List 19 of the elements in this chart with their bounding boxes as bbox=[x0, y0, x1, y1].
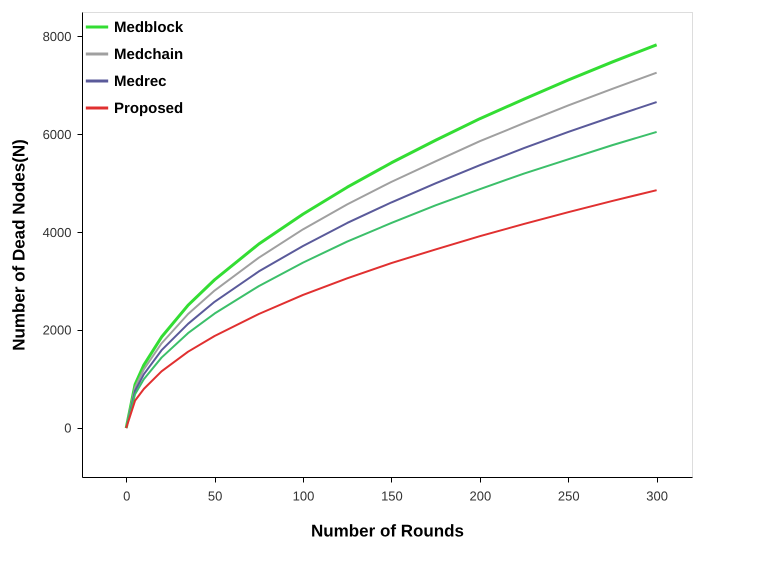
x-tick-label: 250 bbox=[558, 488, 580, 504]
y-axis-title: Number of Dead Nodes(N) bbox=[10, 139, 29, 351]
line-series bbox=[125, 189, 658, 430]
x-tick-label: 150 bbox=[381, 488, 403, 504]
x-axis-title: Number of Rounds bbox=[311, 522, 464, 540]
y-tick-label: 0 bbox=[64, 420, 72, 436]
x-tick-label: 0 bbox=[123, 488, 130, 504]
x-tick-label: 200 bbox=[469, 488, 492, 504]
legend-label: Medrec bbox=[114, 73, 167, 90]
legend-label: Medchain bbox=[114, 46, 184, 63]
y-tick-label: 4000 bbox=[42, 224, 72, 240]
x-tick-label: 100 bbox=[292, 488, 314, 504]
y-tick-label: 8000 bbox=[42, 28, 72, 44]
legend-label: Proposed bbox=[114, 100, 184, 117]
y-tick-label: 2000 bbox=[42, 322, 72, 338]
x-tick-label: 50 bbox=[208, 488, 222, 504]
x-tick-label: 300 bbox=[646, 488, 668, 504]
legend-label: Medblock bbox=[114, 19, 184, 36]
y-tick-label: 6000 bbox=[42, 126, 72, 142]
